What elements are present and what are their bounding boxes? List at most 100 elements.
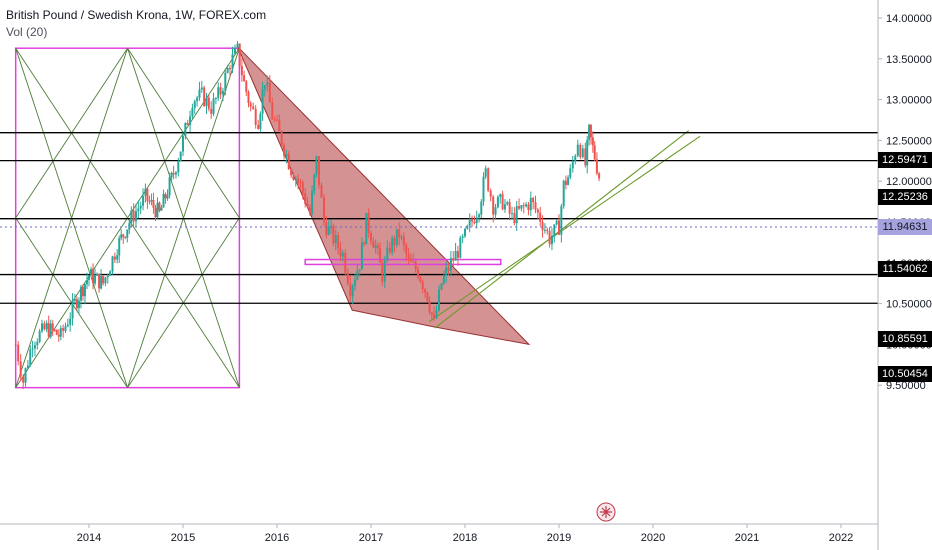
candle-body	[31, 348, 34, 350]
candle-body	[344, 253, 347, 273]
candle-body	[240, 66, 243, 76]
candle-body	[405, 244, 408, 255]
candle-body	[299, 181, 302, 183]
candle-body	[515, 206, 518, 224]
x-tick-label: 2016	[265, 532, 289, 544]
candle-body	[259, 113, 262, 129]
candle-body	[144, 188, 147, 196]
candle-body	[419, 277, 422, 282]
candle-body	[372, 241, 375, 248]
candle-body	[198, 89, 201, 98]
candle-body	[459, 237, 462, 258]
candle-body	[367, 213, 370, 234]
candle-body	[19, 361, 22, 377]
x-tick-label: 2017	[359, 532, 383, 544]
candle-body	[219, 87, 222, 95]
gann-fan-line	[127, 48, 240, 388]
candle-body	[447, 267, 450, 271]
candle-body	[496, 196, 499, 208]
candle-body	[571, 161, 574, 169]
candle-body	[98, 273, 101, 289]
candle-body	[492, 196, 495, 215]
candle-body	[236, 43, 239, 49]
candle-body	[550, 235, 553, 245]
candle-body	[247, 92, 250, 104]
candle-body	[142, 195, 145, 206]
candle-body	[238, 43, 241, 67]
candle-body	[301, 182, 304, 194]
candle-body	[591, 137, 594, 146]
candle-body	[478, 214, 481, 218]
volume-indicator-label: Vol (20)	[6, 25, 48, 39]
candle-body	[414, 261, 417, 270]
candle-body	[273, 119, 276, 121]
candle-body	[320, 185, 323, 198]
candle-body	[261, 89, 264, 114]
candle-body	[280, 131, 283, 145]
candle-body	[150, 200, 153, 202]
candle-body	[162, 193, 165, 208]
candle-body	[424, 289, 427, 293]
y-tick-label: 10.50000	[886, 299, 932, 311]
candle-body	[128, 223, 131, 230]
level-tag-5: 10.50454	[878, 366, 932, 382]
candle-body	[154, 207, 157, 218]
candle-body	[166, 195, 169, 199]
candle-body	[172, 172, 175, 175]
candle-body	[243, 75, 246, 82]
candle-body	[36, 341, 39, 346]
candle-body	[379, 247, 382, 263]
candle-body	[124, 236, 127, 238]
candle-body	[435, 310, 438, 318]
candle-body	[569, 168, 572, 178]
candle-body	[109, 271, 112, 276]
gann-fan-line	[15, 48, 128, 388]
candle-body	[221, 91, 224, 95]
candle-body	[22, 376, 25, 383]
candle-body	[339, 248, 342, 257]
candle-body	[452, 258, 455, 261]
candle-body	[536, 209, 539, 213]
candle-body	[407, 254, 410, 259]
candle-body	[574, 156, 577, 162]
candle-body	[449, 258, 452, 271]
candle-body	[503, 204, 506, 210]
y-tick-label: 13.00000	[886, 95, 932, 107]
channel-line-upper	[428, 135, 701, 323]
candle-body	[508, 202, 511, 214]
candle-body	[308, 207, 311, 214]
candle-body	[501, 194, 504, 210]
candle-body	[113, 256, 116, 260]
candle-body	[29, 349, 32, 366]
y-tick-label: 12.50000	[886, 135, 932, 147]
candle-body	[513, 213, 516, 224]
candle-body	[323, 197, 325, 223]
candle-body	[24, 368, 27, 383]
candle-body	[589, 124, 592, 138]
candle-body	[529, 197, 532, 211]
x-tick-label: 2014	[77, 532, 101, 544]
candle-body	[214, 98, 217, 100]
x-tick-label: 2018	[453, 532, 477, 544]
economic-event-icon[interactable]	[595, 497, 617, 523]
support-zone	[304, 258, 502, 266]
candle-body	[55, 329, 58, 335]
candle-body	[73, 299, 76, 301]
x-axis[interactable]: 2014 2015 2016 2017 2018 2019 2020 2021 2022	[0, 523, 878, 544]
candle-body	[276, 119, 278, 121]
candle-body	[430, 312, 433, 315]
candle-body	[473, 221, 476, 224]
candle-body	[47, 323, 50, 337]
candle-body	[437, 289, 440, 311]
candle-body	[315, 156, 318, 175]
x-tick-label: 2019	[547, 532, 571, 544]
candle-body	[75, 299, 78, 309]
candle-body	[388, 247, 391, 253]
candle-body	[104, 277, 107, 284]
candle-body	[156, 202, 159, 218]
candle-body	[304, 193, 307, 204]
candle-body	[558, 220, 560, 235]
candle-body	[532, 197, 535, 203]
candle-body	[541, 221, 544, 231]
